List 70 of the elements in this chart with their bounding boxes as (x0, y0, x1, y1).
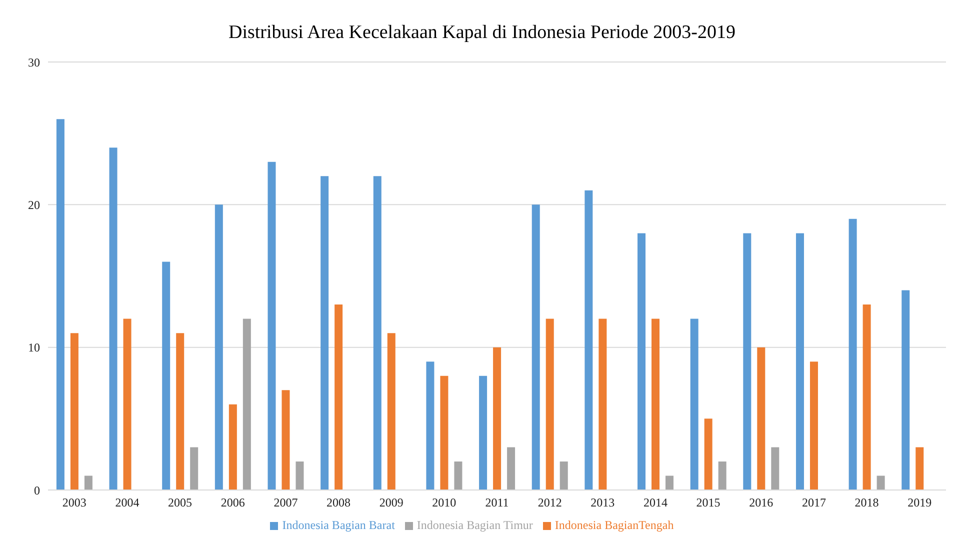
bar (598, 318, 607, 490)
bar (902, 290, 910, 490)
bar (334, 304, 343, 490)
bar (296, 461, 304, 490)
bar (268, 162, 276, 490)
bar (320, 176, 329, 490)
legend-label: Indonesia Bagian Timur (416, 518, 533, 532)
bar (718, 461, 726, 490)
y-tick-label: 10 (28, 340, 40, 355)
bar (426, 362, 434, 490)
bar (479, 376, 488, 490)
bar (560, 461, 568, 490)
x-tick-label: 2008 (326, 496, 351, 510)
bar (810, 362, 818, 490)
bar (743, 233, 752, 490)
chart-title: Distribusi Area Kecelakaan Kapal di Indonesia Periode 2003-2019 (227, 21, 737, 45)
x-tick-label: 2017 (802, 496, 826, 510)
bar (123, 318, 132, 490)
bar (584, 190, 593, 490)
bar (162, 262, 170, 490)
bar (84, 476, 92, 490)
y-tick-label: 30 (28, 55, 40, 70)
bar (690, 318, 698, 490)
bar (771, 447, 780, 490)
x-tick-label: 2007 (274, 496, 298, 510)
bar (109, 148, 118, 490)
bar (440, 376, 448, 490)
y-tick-label: 20 (28, 198, 40, 212)
x-tick-label: 2006 (220, 496, 245, 510)
bar (282, 390, 290, 490)
y-tick-label: 0 (34, 483, 40, 498)
x-tick-label: 2014 (643, 496, 668, 510)
x-tick-label: 2009 (379, 496, 404, 510)
bar (652, 318, 660, 490)
bar (190, 447, 198, 490)
legend-label: Indonesia BagianTengah (554, 518, 674, 532)
x-tick-label: 2011 (485, 496, 509, 510)
x-tick-label: 2010 (432, 496, 456, 510)
bar (242, 318, 251, 490)
bar (796, 233, 804, 490)
bar (916, 447, 924, 490)
bar (507, 447, 516, 490)
bar (214, 204, 223, 490)
x-tick-label: 2004 (115, 496, 140, 510)
x-tick-label: 2003 (62, 496, 86, 510)
bar (454, 461, 462, 490)
x-tick-label: 2015 (696, 496, 720, 510)
bar (228, 404, 237, 490)
bar (546, 318, 554, 490)
x-tick-label: 2019 (908, 496, 932, 510)
bar (56, 119, 64, 490)
x-tick-label: 2018 (854, 496, 879, 510)
x-tick-label: 2016 (749, 496, 774, 510)
bar (493, 347, 502, 490)
bar (176, 333, 184, 490)
bar (373, 176, 382, 490)
x-tick-label: 2012 (538, 496, 562, 510)
legend-label: Indonesia Bagian Barat (282, 518, 395, 532)
x-tick-label: 2013 (590, 496, 615, 510)
bar (387, 333, 396, 490)
bar (638, 233, 646, 490)
bar (876, 476, 885, 490)
bar (666, 476, 674, 490)
bar (862, 304, 871, 490)
bar (848, 218, 857, 490)
bar (704, 418, 712, 490)
bar (532, 204, 540, 490)
bar (70, 333, 78, 490)
x-tick-label: 2005 (168, 496, 192, 510)
bar (757, 347, 766, 490)
